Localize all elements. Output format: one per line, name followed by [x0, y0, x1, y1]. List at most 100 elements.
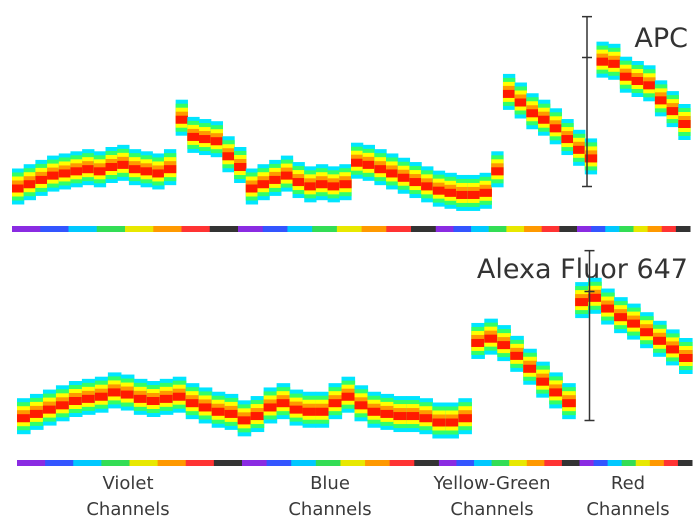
channel-color-segment: [438, 460, 457, 466]
heat-band: [456, 190, 469, 199]
channel-color-segment: [262, 226, 288, 232]
channel-color-segment: [456, 460, 475, 466]
channel-color-segment: [491, 460, 510, 466]
heat-cell: [12, 168, 25, 205]
heat-band: [289, 405, 304, 414]
heat-cell: [289, 389, 304, 426]
heat-cell: [596, 41, 609, 78]
heat-band: [386, 169, 399, 178]
heat-band: [406, 412, 420, 421]
heat-band: [280, 171, 294, 180]
heat-cell: [339, 164, 352, 201]
channel-color-segment: [238, 226, 264, 232]
heat-cell: [82, 149, 95, 186]
heat-band: [245, 184, 259, 193]
heat-cell: [172, 376, 187, 413]
heat-cell: [250, 396, 265, 433]
group-label-violet-line1: Violet: [102, 473, 153, 494]
heat-cell: [640, 312, 654, 349]
heat-cell: [29, 393, 44, 430]
channel-color-segment: [312, 226, 338, 232]
channel-color-segment: [287, 226, 313, 232]
heat-band: [471, 338, 485, 347]
heat-band: [198, 403, 213, 412]
channel-color-segment: [291, 460, 317, 466]
heat-band: [17, 414, 31, 423]
channel-color-segment: [96, 226, 126, 232]
heat-band: [133, 394, 148, 403]
heat-band: [42, 405, 57, 414]
heat-band: [315, 180, 329, 189]
heat-cell: [679, 338, 693, 374]
channel-color-segment: [157, 460, 187, 466]
heat-cell: [70, 151, 83, 188]
channel-color-segment: [579, 460, 595, 466]
channel-color-segment: [488, 226, 507, 232]
channel-color-segment: [73, 460, 102, 466]
heat-cell: [491, 151, 504, 188]
heat-band: [654, 96, 668, 105]
heat-cell: [419, 398, 433, 435]
heat-cell: [619, 56, 633, 93]
heat-cell: [81, 378, 96, 415]
channel-color-segment: [559, 226, 578, 232]
heat-band: [292, 178, 305, 187]
heat-cell: [211, 391, 226, 428]
heat-cell: [386, 153, 399, 190]
heat-cell: [614, 297, 628, 334]
heat-cell: [354, 385, 369, 422]
heat-cell: [549, 108, 563, 145]
heat-band: [269, 175, 282, 184]
heat-cell: [128, 149, 142, 186]
heat-band: [631, 77, 644, 85]
heat-band: [211, 407, 226, 416]
heat-cell: [653, 320, 667, 357]
heat-band: [497, 341, 511, 350]
channel-color-segment: [541, 226, 560, 232]
heat-band: [327, 182, 340, 191]
heat-band: [210, 137, 224, 146]
channel-bar-apc: [12, 226, 691, 232]
heat-band: [23, 180, 36, 189]
heat-band: [445, 418, 459, 427]
channel-color-segment: [661, 226, 677, 232]
heat-band: [491, 167, 504, 176]
heat-band: [237, 416, 252, 425]
heat-band: [510, 351, 524, 360]
heat-band: [302, 407, 317, 416]
panel-alexa-fluor-647: Alexa Fluor 647: [17, 249, 693, 466]
heat-band: [81, 394, 96, 403]
heat-cell: [58, 153, 72, 190]
heat-band: [367, 407, 382, 416]
heat-cell: [502, 73, 516, 110]
heat-band: [82, 165, 95, 174]
heat-band: [105, 163, 118, 171]
channel-color-segment: [181, 226, 211, 232]
channel-color-segment: [101, 460, 131, 466]
channel-color-segment: [12, 226, 41, 232]
error-bar-apc: [582, 15, 592, 188]
heat-band: [538, 115, 551, 124]
channel-color-segment: [675, 226, 691, 232]
heat-band: [536, 377, 550, 386]
heat-cell: [666, 329, 680, 366]
heat-band: [199, 135, 212, 144]
heat-cell: [627, 303, 641, 340]
heat-cell: [198, 387, 213, 424]
heat-cell: [351, 142, 364, 179]
heat-cell: [526, 93, 539, 130]
heat-cell: [276, 383, 291, 420]
heat-cell: [497, 325, 511, 362]
heat-band: [432, 186, 446, 195]
channel-color-segment: [605, 226, 620, 232]
heat-band: [172, 392, 187, 401]
heat-cell: [222, 136, 235, 173]
heat-band: [128, 165, 142, 174]
heat-band: [458, 414, 472, 423]
heat-cell: [199, 119, 212, 156]
heat-cell: [237, 400, 252, 437]
heat-band: [502, 89, 516, 98]
heat-band: [94, 392, 109, 401]
heat-cell: [397, 157, 411, 194]
